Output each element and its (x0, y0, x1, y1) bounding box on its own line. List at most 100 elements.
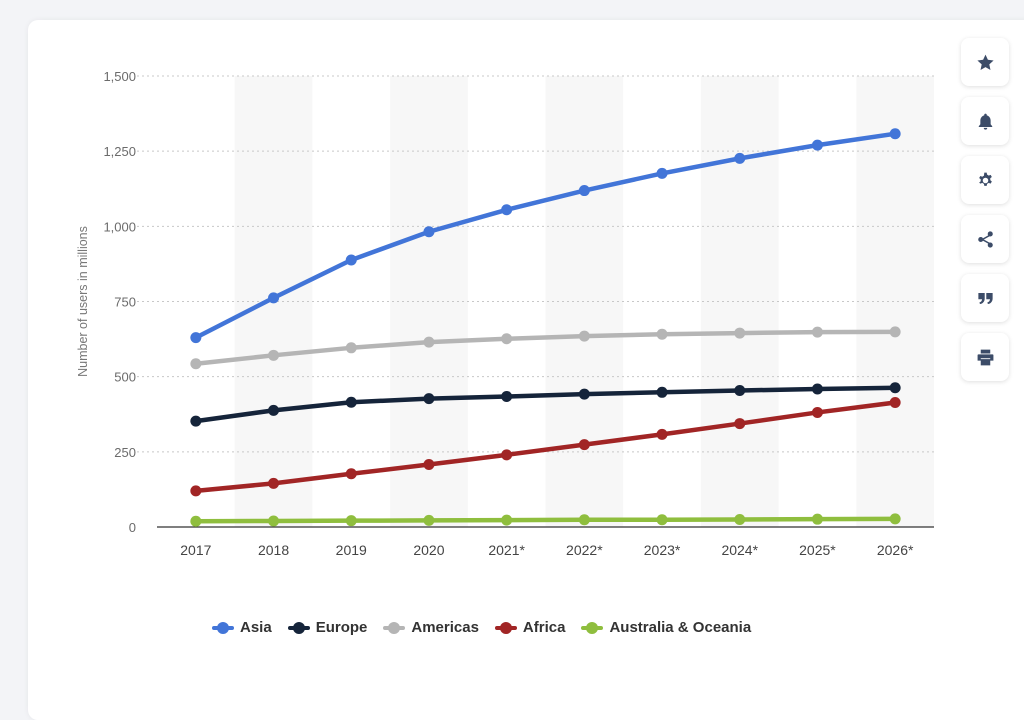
column-band (856, 76, 934, 527)
data-point (811, 406, 823, 418)
series-line (193, 385, 898, 424)
settings-button[interactable] (961, 156, 1009, 204)
y-tick-label: 1,000 (103, 219, 136, 234)
legend-label: Africa (522, 619, 566, 636)
series-americas (190, 326, 901, 370)
data-point (345, 515, 357, 527)
x-tick-label: 2021* (488, 542, 525, 558)
data-point (268, 404, 280, 416)
data-point (268, 515, 280, 527)
data-point (734, 384, 746, 396)
data-point (811, 513, 823, 525)
y-axis-title: Number of users in millions (76, 226, 90, 377)
data-point (423, 393, 435, 405)
data-point (889, 513, 901, 525)
series-europe (190, 382, 901, 427)
series-africa (190, 397, 901, 497)
x-tick-label: 2019 (336, 542, 367, 558)
x-tick-label: 2017 (180, 542, 211, 558)
chart-toolbar (961, 38, 1009, 381)
data-point (811, 383, 823, 395)
legend-item[interactable]: Americas (383, 619, 479, 636)
series-asia (190, 128, 901, 344)
data-point (190, 515, 202, 527)
data-point (578, 388, 590, 400)
data-point (501, 514, 513, 526)
y-tick-label: 1,250 (103, 144, 136, 159)
data-point (811, 139, 823, 151)
data-point (656, 386, 668, 398)
series-line (193, 131, 898, 340)
data-point (190, 415, 202, 427)
legend-swatch (383, 621, 406, 634)
data-point (190, 485, 202, 497)
y-tick-label: 1,500 (103, 69, 136, 84)
data-point (656, 167, 668, 179)
print-icon (977, 349, 993, 365)
legend-label: Americas (411, 619, 479, 636)
data-point (345, 396, 357, 408)
legend-swatch (287, 621, 310, 634)
data-point (345, 254, 357, 266)
data-point (268, 477, 280, 489)
data-point (423, 514, 435, 526)
cite-button[interactable] (961, 274, 1009, 322)
legend-swatch (212, 621, 234, 634)
data-point (501, 204, 513, 216)
chart-legend: Asia Europe Americas Africa Australia & Ocea… (212, 619, 767, 636)
share-icon (977, 230, 993, 248)
data-point (734, 418, 746, 430)
data-point (501, 449, 513, 461)
x-tick-label: 2026* (877, 542, 914, 558)
data-point (656, 328, 668, 340)
x-tick-label: 2018 (258, 542, 289, 558)
data-point (501, 333, 513, 345)
data-point (656, 428, 668, 440)
legend-item[interactable]: Europe (287, 619, 368, 636)
data-point (889, 128, 901, 140)
data-point (889, 326, 901, 338)
y-tick-label: 250 (114, 445, 136, 460)
y-tick-label: 500 (114, 370, 136, 385)
data-point (501, 391, 513, 403)
data-point (656, 514, 668, 526)
data-point (190, 358, 202, 370)
print-button[interactable] (961, 333, 1009, 381)
series-line (193, 516, 898, 524)
legend-label: Australia & Oceania (609, 619, 752, 636)
data-point (889, 397, 901, 409)
data-point (578, 185, 590, 197)
x-tick-label: 2024* (721, 542, 758, 558)
y-tick-label: 750 (114, 295, 136, 310)
data-point (268, 292, 280, 304)
series-australia-oceania (190, 513, 901, 527)
legend-item[interactable]: Africa (494, 619, 566, 636)
x-tick-label: 2025* (799, 542, 836, 558)
x-tick-label: 2023* (644, 542, 681, 558)
data-point (423, 458, 435, 470)
bell-icon (978, 113, 992, 130)
y-tick-label: 0 (129, 520, 136, 535)
data-point (578, 330, 590, 342)
star-icon (976, 54, 994, 70)
legend-label: Europe (315, 619, 368, 636)
data-point (345, 468, 357, 480)
data-point (578, 514, 590, 526)
data-point (889, 382, 901, 394)
gear-icon (978, 172, 992, 186)
share-button[interactable] (961, 215, 1009, 263)
data-point (811, 326, 823, 338)
legend-item[interactable]: Australia & Oceania (581, 619, 751, 636)
legend-item[interactable]: Asia (212, 619, 272, 636)
series-line (193, 329, 898, 366)
line-chart: 0 250 500 750 1,000 1,250 1,500 2017 2018 2019 202… (76, 69, 934, 558)
legend-swatch (581, 621, 604, 634)
legend-swatch (494, 621, 517, 634)
favorite-button[interactable] (961, 38, 1009, 86)
legend-label: Asia (240, 619, 272, 636)
series-line (193, 400, 898, 494)
notification-button[interactable] (961, 97, 1009, 145)
data-point (734, 513, 746, 525)
data-point (734, 152, 746, 164)
quote-icon (977, 292, 993, 304)
